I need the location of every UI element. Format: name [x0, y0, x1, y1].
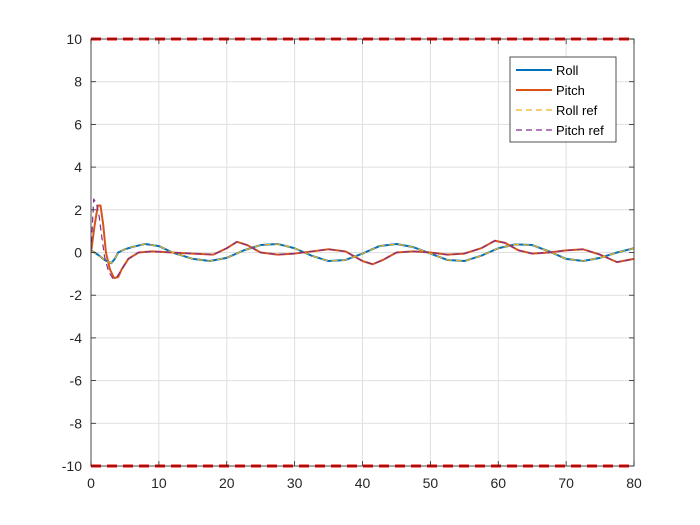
x-tick-label: 60 [490, 475, 506, 491]
y-tick-label: 10 [66, 31, 82, 47]
y-tick-label: -4 [70, 330, 83, 346]
x-tick-label: 80 [626, 475, 642, 491]
x-tick-label: 70 [558, 475, 574, 491]
y-tick-label: 4 [74, 159, 82, 175]
y-tick-label: -8 [70, 415, 83, 431]
x-tick-label: 0 [87, 475, 95, 491]
x-tick-label: 10 [151, 475, 167, 491]
y-tick-label: -10 [62, 458, 82, 474]
legend-label: Pitch [556, 83, 585, 98]
series-line-roll-ref [91, 243, 634, 264]
y-tick-label: -6 [70, 373, 83, 389]
legend-label: Pitch ref [556, 123, 604, 138]
y-tick-labels: 10 8 6 4 2 0 -2 -4 -6 -8 -10 [62, 31, 82, 474]
axis-ticks [90, 38, 635, 467]
series-line-pitch-ref [91, 198, 634, 279]
x-tick-label: 30 [287, 475, 303, 491]
series-group [91, 198, 634, 280]
legend-label: Roll ref [556, 103, 598, 118]
legend-label: Roll [556, 63, 579, 78]
legend-box [509, 56, 617, 143]
legend: Roll Pitch Roll ref Pitch ref [509, 56, 617, 143]
x-tick-label: 20 [219, 475, 235, 491]
x-tick-labels: 0 10 20 30 40 50 60 70 80 [87, 475, 642, 491]
y-tick-label: 8 [74, 74, 82, 90]
y-tick-label: 2 [74, 202, 82, 218]
x-tick-label: 50 [423, 475, 439, 491]
y-tick-label: 6 [74, 116, 82, 132]
y-tick-label: -2 [70, 287, 83, 303]
y-tick-label: 0 [74, 245, 82, 261]
x-tick-label: 40 [355, 475, 371, 491]
